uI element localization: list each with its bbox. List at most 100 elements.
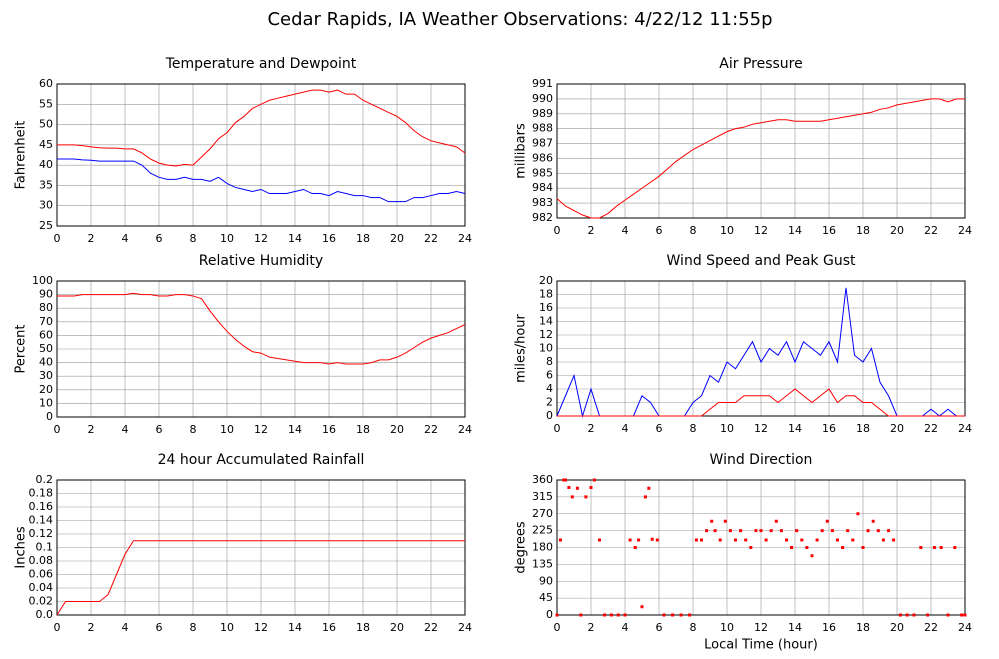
data-point	[960, 613, 964, 617]
y-tick-label: 0.14	[29, 514, 54, 527]
x-tick-label: 24	[458, 232, 472, 245]
data-point	[570, 495, 574, 499]
data-point	[558, 538, 562, 542]
y-tick-label: 989	[532, 107, 553, 120]
data-point	[836, 538, 839, 542]
x-tick-label: 16	[322, 621, 336, 634]
x-tick-label: 22	[424, 621, 438, 634]
y-tick-label: 982	[532, 211, 553, 224]
x-tick-label: 14	[788, 224, 802, 237]
x-tick-label: 24	[958, 224, 972, 237]
x-tick-label: 14	[288, 423, 302, 436]
y-tick-label: 40	[39, 356, 53, 369]
x-tick-label: 6	[656, 422, 663, 435]
data-point	[861, 546, 865, 549]
plot-frame	[556, 280, 966, 417]
data-line	[556, 98, 965, 219]
data-point	[764, 538, 768, 542]
data-point	[754, 529, 758, 533]
x-tick-label: 12	[254, 232, 268, 245]
y-tick-label: 6	[546, 369, 553, 382]
x-tick-label: 10	[220, 423, 234, 436]
x-tick-label: 10	[220, 621, 234, 634]
data-point	[805, 546, 809, 549]
data-point	[650, 537, 654, 541]
y-tick-label: 0.1	[36, 541, 54, 554]
data-line	[56, 540, 465, 616]
data-point	[887, 529, 890, 533]
data-point	[713, 529, 717, 533]
data-point	[779, 529, 783, 533]
y-tick-label: 10	[539, 342, 553, 355]
data-point	[800, 538, 804, 542]
x-tick-label: 4	[122, 621, 129, 634]
x-tick-label: 20	[890, 621, 904, 634]
data-point	[830, 529, 834, 533]
data-point	[575, 486, 579, 490]
data-point	[876, 529, 880, 533]
data-point	[739, 529, 743, 533]
y-tick-label: 4	[546, 382, 553, 395]
x-tick-label: 22	[924, 224, 938, 237]
data-point	[616, 613, 620, 617]
x-tick-label: 4	[622, 224, 629, 237]
x-tick-label: 6	[156, 621, 163, 634]
data-point	[728, 529, 732, 533]
y-tick-label: 315	[532, 490, 553, 503]
y-tick-label: 20	[39, 383, 53, 396]
y-tick-label: 16	[539, 301, 553, 314]
x-tick-label: 2	[88, 232, 95, 245]
y-tick-label: 983	[532, 196, 553, 209]
data-point	[734, 538, 737, 542]
data-point	[633, 546, 637, 549]
data-point	[589, 486, 593, 489]
y-tick-label: 18	[539, 288, 553, 301]
data-point	[905, 613, 909, 617]
data-point	[592, 478, 596, 482]
y-tick-label: 90	[39, 288, 53, 301]
x-tick-label: 2	[588, 422, 595, 435]
data-point	[598, 538, 601, 542]
data-point	[694, 538, 698, 542]
plot-frame	[556, 479, 966, 616]
y-tick-label: 135	[532, 557, 553, 570]
x-tick-label: 8	[690, 621, 697, 634]
plot-frame	[556, 83, 966, 219]
y-axis-label: degrees	[514, 521, 529, 574]
y-tick-label: 30	[39, 199, 53, 212]
y-tick-label: 35	[39, 178, 53, 191]
y-tick-label: 90	[539, 574, 553, 587]
x-tick-label: 22	[424, 232, 438, 245]
y-tick-label: 0	[546, 409, 553, 422]
plot-frame	[56, 83, 466, 227]
data-point	[637, 538, 641, 542]
y-tick-label: 991	[532, 77, 553, 90]
data-point	[723, 519, 727, 523]
x-tick-label: 20	[390, 423, 404, 436]
data-point	[825, 519, 829, 523]
chart-title: Relative Humidity	[199, 253, 323, 269]
x-tick-label: 0	[54, 621, 61, 634]
y-tick-label: 2	[546, 396, 553, 409]
y-tick-label: 25	[39, 219, 53, 232]
x-tick-label: 14	[788, 422, 802, 435]
data-point	[584, 495, 588, 499]
x-tick-label: 2	[588, 621, 595, 634]
data-line	[57, 292, 466, 365]
data-point	[579, 613, 583, 617]
y-tick-label: 0.16	[29, 500, 54, 513]
y-tick-label: 225	[532, 524, 553, 537]
data-point	[946, 613, 950, 617]
x-tick-label: 16	[822, 224, 836, 237]
x-tick-label: 20	[390, 232, 404, 245]
y-tick-label: 40	[39, 158, 53, 171]
y-tick-label: 0.06	[29, 568, 54, 581]
data-point	[820, 529, 824, 533]
data-point	[655, 538, 659, 542]
x-tick-label: 20	[890, 224, 904, 237]
x-tick-label: 10	[220, 232, 234, 245]
x-tick-label: 14	[288, 232, 302, 245]
data-point	[926, 613, 930, 617]
data-point	[567, 486, 571, 489]
